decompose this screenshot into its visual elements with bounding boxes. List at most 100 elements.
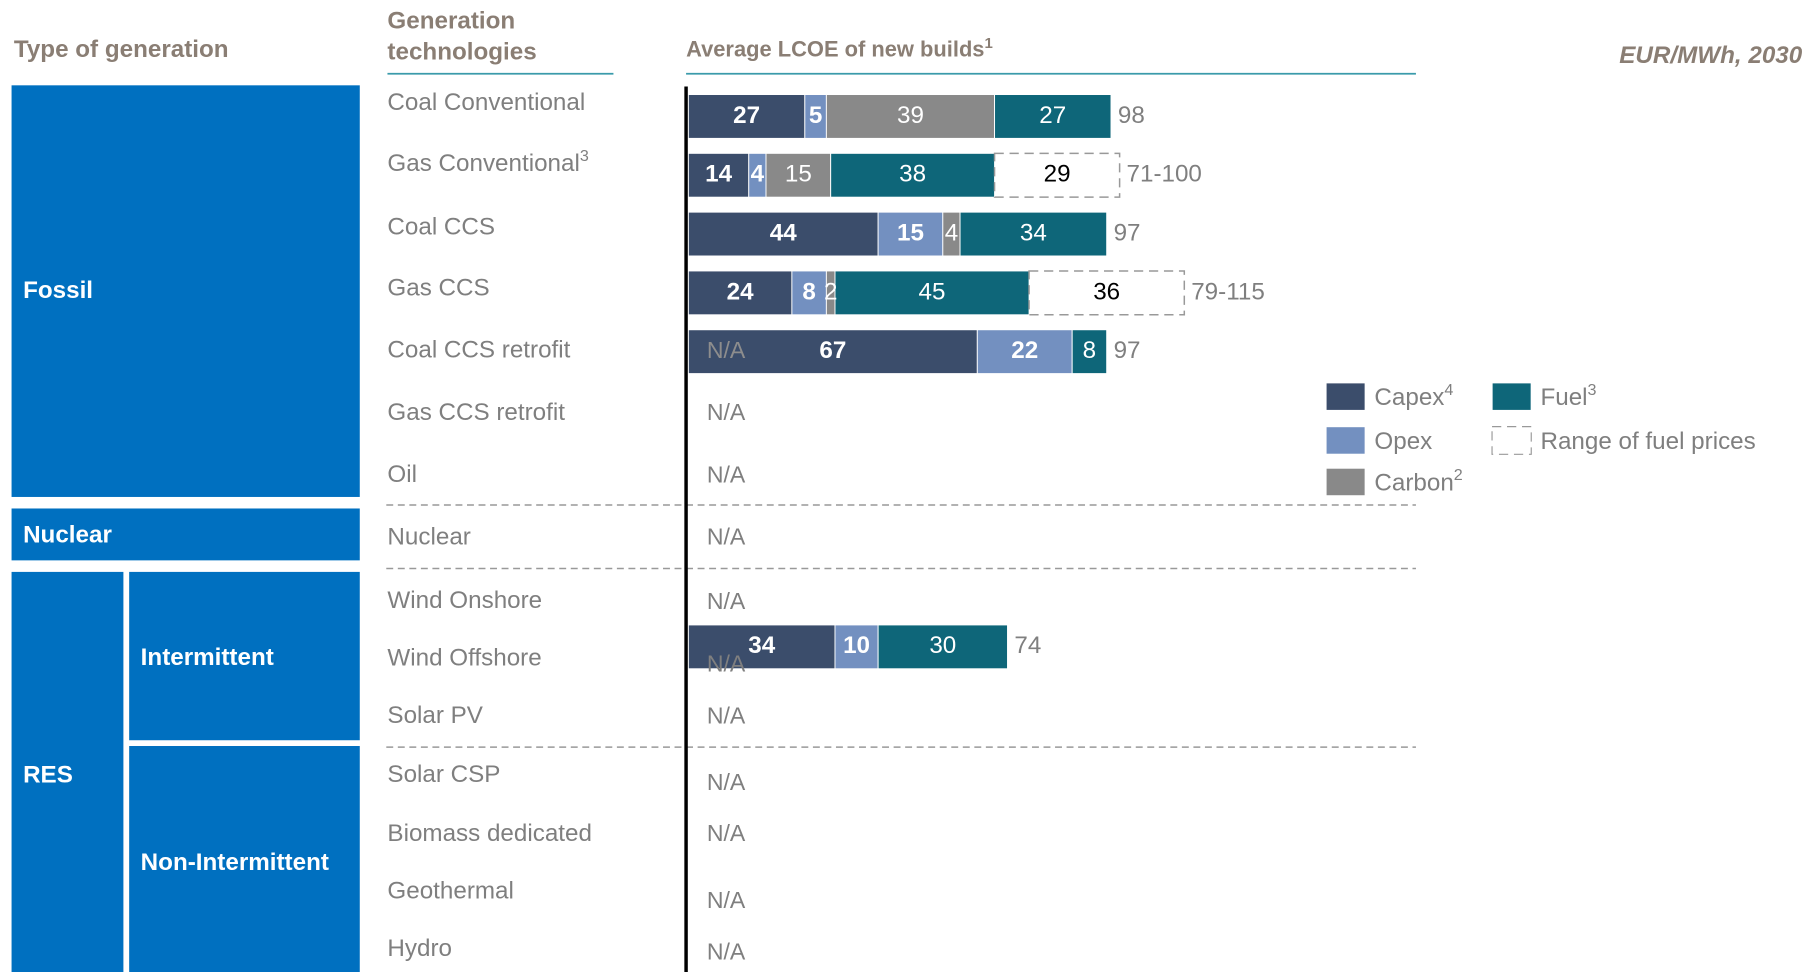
total-label: 98 [1118,102,1145,129]
data-label: 24 [727,278,754,305]
footnote: 2 [1454,466,1463,484]
bar-segment [687,270,793,316]
category-text: Solar CSP [387,761,500,788]
category-label: Wind Offshore [387,645,541,672]
bar-segment [1071,329,1108,375]
category-label: Oil [387,462,417,489]
data-label: 8 [802,278,815,305]
category-text: Gas Conventional [387,150,579,177]
category-text: Gas CCS retrofit [387,399,565,426]
group-label: Nuclear [23,522,112,549]
category-text: Coal Conventional [387,89,585,116]
subgroup-label: Non-Intermittent [141,849,329,876]
category-text: Biomass dedicated [387,820,591,847]
category-text: Coal CCS [387,214,495,241]
legend-label: Carbon2 [1374,466,1462,496]
bar-segment [877,211,944,257]
footnote: 3 [1588,381,1597,399]
bar-segment [993,152,1121,198]
tech-header: technologies [387,38,536,65]
data-label: 22 [1011,337,1038,364]
bar-segment [959,211,1108,257]
bar-segment [791,270,827,316]
total-label: 97 [1114,219,1141,246]
category-label: Nuclear [387,524,470,551]
bar-segment [830,152,996,198]
subgroup-label: Intermittent [141,644,274,671]
category-text: Solar PV [387,703,483,730]
category-label: Solar PV [387,703,483,730]
group-label: Fossil [23,277,93,304]
data-label: 34 [748,632,775,659]
legend-text: Capex [1374,384,1444,411]
data-label: 5 [809,102,822,129]
group-boxes [11,85,360,972]
total-label: 97 [1114,337,1141,364]
bar-segment [687,152,750,198]
total-label: 79-115 [1191,278,1265,305]
bar-segment [877,624,1008,670]
bar-segment [687,94,806,139]
legend-swatch [1325,382,1366,412]
bar-segment [976,329,1073,375]
data-label: 27 [1039,102,1066,129]
category-label: Coal CCS [387,214,495,241]
unit-label: EUR/MWh, 2030 [1619,42,1802,69]
legend-swatch [1491,426,1532,455]
category-label: Gas CCS retrofit [387,399,565,426]
group-box [11,85,360,497]
data-label: 4 [751,161,765,188]
total-label: 74 [1014,632,1041,659]
footnote: 1 [985,35,993,52]
data-label: 45 [919,278,946,305]
bar-segment [687,329,978,375]
category-label: Gas Conventional3 [387,147,588,177]
category-label: Geothermal [387,878,513,905]
legend-swatch [1325,426,1366,455]
data-label: 44 [770,219,797,246]
data-label: 2 [824,278,837,305]
category-label: Hydro [387,935,452,962]
data-label: 8 [1083,337,1096,364]
status-label: N/A [707,524,746,550]
legend-text: Fuel [1540,384,1587,411]
footnote: 4 [1444,381,1453,399]
data-label: 30 [929,632,956,659]
legend-swatch [1491,382,1532,412]
legend-label: Opex [1374,428,1432,455]
status-label: N/A [707,939,746,965]
status-label: N/A [707,820,746,846]
category-label: Coal Conventional [387,89,585,116]
status-label: N/A [707,337,746,363]
data-label: 67 [819,337,846,364]
category-label: Gas CCS [387,275,489,302]
category-text: Nuclear [387,524,470,551]
category-label: Biomass dedicated [387,820,591,847]
category-text: Hydro [387,935,452,962]
data-label: 4 [945,219,958,246]
category-text: Geothermal [387,878,513,905]
category-text: Wind Offshore [387,645,541,672]
category-label: Coal CCS retrofit [387,337,570,364]
status-label: N/A [707,769,746,795]
group-box [129,746,360,972]
legend-text: Carbon [1374,470,1453,497]
data-label: 10 [843,632,870,659]
category-text: Wind Onshore [387,587,542,614]
data-label: 39 [897,102,924,129]
data-label: 15 [785,161,812,188]
data-label: 14 [705,161,732,188]
category-text: Oil [387,462,417,489]
bar-segment [994,94,1112,139]
group-box [11,571,124,972]
bar-segment [834,270,1030,316]
status-label: N/A [707,588,746,614]
legend-swatch [1325,467,1366,497]
data-label: 36 [1093,278,1120,305]
bar-segment [687,624,836,670]
bar-segment [687,211,879,257]
category-label: Wind Onshore [387,587,542,614]
total-label: 71-100 [1127,161,1202,188]
